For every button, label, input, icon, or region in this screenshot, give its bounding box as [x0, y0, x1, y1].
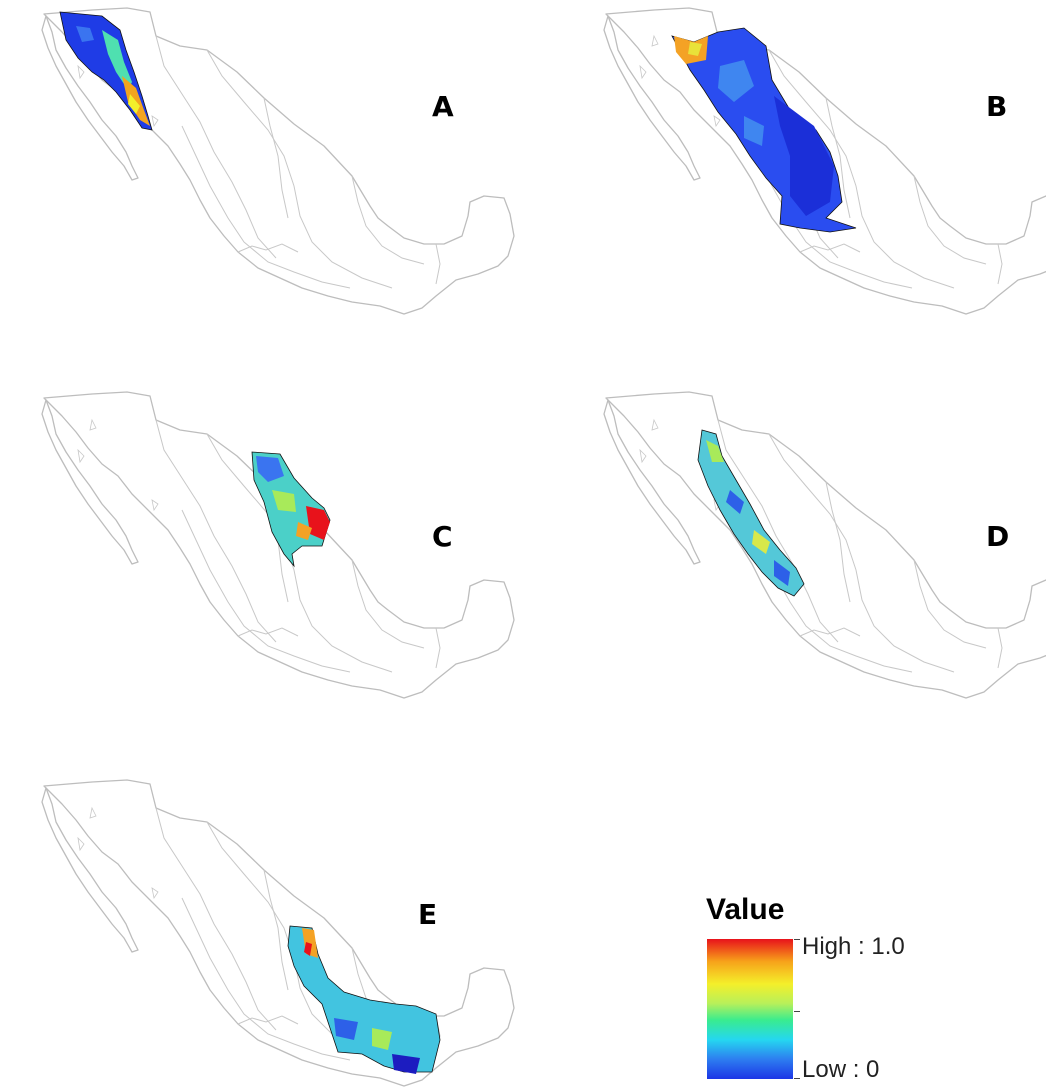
legend-high-label: High : 1.0: [802, 933, 905, 960]
legend-tick-high: [794, 939, 800, 940]
map-panel-d: D: [594, 390, 1046, 710]
map-panel-c: C: [32, 390, 522, 710]
legend-low-label: Low : 0: [802, 1056, 880, 1083]
legend-title: Value: [706, 893, 785, 926]
map-panel-e: E: [32, 778, 522, 1088]
map-a-svg: [41, 7, 515, 315]
map-e-svg: [41, 779, 515, 1087]
legend-tick-low: [794, 1078, 800, 1079]
panel-label-a: A: [432, 90, 454, 123]
panel-label-c: C: [432, 520, 453, 553]
map-d-svg: [603, 391, 1046, 699]
map-panel-a: A: [32, 6, 522, 326]
map-c-svg: [41, 391, 515, 699]
legend-color-ramp: [707, 939, 793, 1079]
panel-label-d: D: [986, 520, 1010, 553]
panel-label-e: E: [418, 898, 438, 931]
region-e-gulf-coast: [287, 925, 441, 1074]
region-d-sierra-madre: [697, 429, 805, 597]
map-panel-b: B: [594, 6, 1046, 326]
region-a-sonoran: [59, 11, 153, 131]
map-b-svg: [603, 7, 1046, 315]
panel-label-b: B: [986, 90, 1008, 123]
legend-tick-mid: [794, 1011, 800, 1012]
value-legend: Value High : 1.0 Low : 0: [706, 893, 1036, 1083]
region-b-chihuahuan: [671, 27, 857, 233]
region-c-tamaulipan: [251, 451, 331, 568]
